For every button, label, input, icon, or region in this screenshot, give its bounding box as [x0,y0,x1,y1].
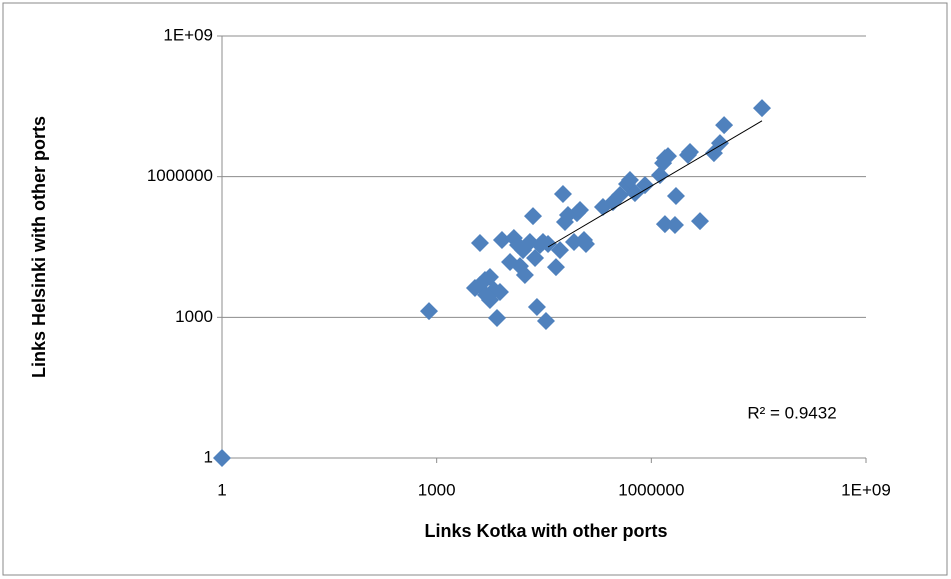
point [659,147,678,166]
y-axis-title: Links Helsinki with other ports [29,116,49,378]
point [691,212,710,231]
point [536,312,555,331]
point [501,253,520,272]
point [539,235,558,254]
point [710,134,729,153]
x-tick-label: 1 [217,480,226,499]
x-tick-label: 1E+09 [841,480,891,499]
point [635,176,654,195]
point [553,185,572,204]
point [515,266,534,285]
x-tick-label: 1000000 [618,480,684,499]
point [752,99,771,118]
point [419,302,438,321]
point [678,146,697,165]
point [620,171,639,190]
point [213,449,231,467]
point [665,216,684,235]
point [546,258,565,277]
y-tick-label: 1E+09 [163,25,213,44]
point [715,116,734,135]
point [488,308,507,327]
point [666,187,685,206]
point [524,207,543,226]
point [576,235,595,254]
point [480,291,499,310]
point [470,234,489,253]
r-squared-label: R² = 0.9432 [747,403,836,422]
x-axis-title: Links Kotka with other ports [424,521,667,541]
x-tick-label: 1000 [418,480,456,499]
point [480,268,499,287]
point [492,231,511,250]
point [527,298,546,317]
point [655,215,674,234]
y-tick-label: 1 [204,447,213,466]
point [550,241,569,260]
trendline [547,120,763,248]
point [570,201,589,220]
y-tick-label: 1000000 [147,166,213,185]
y-tick-label: 1000 [175,307,213,326]
